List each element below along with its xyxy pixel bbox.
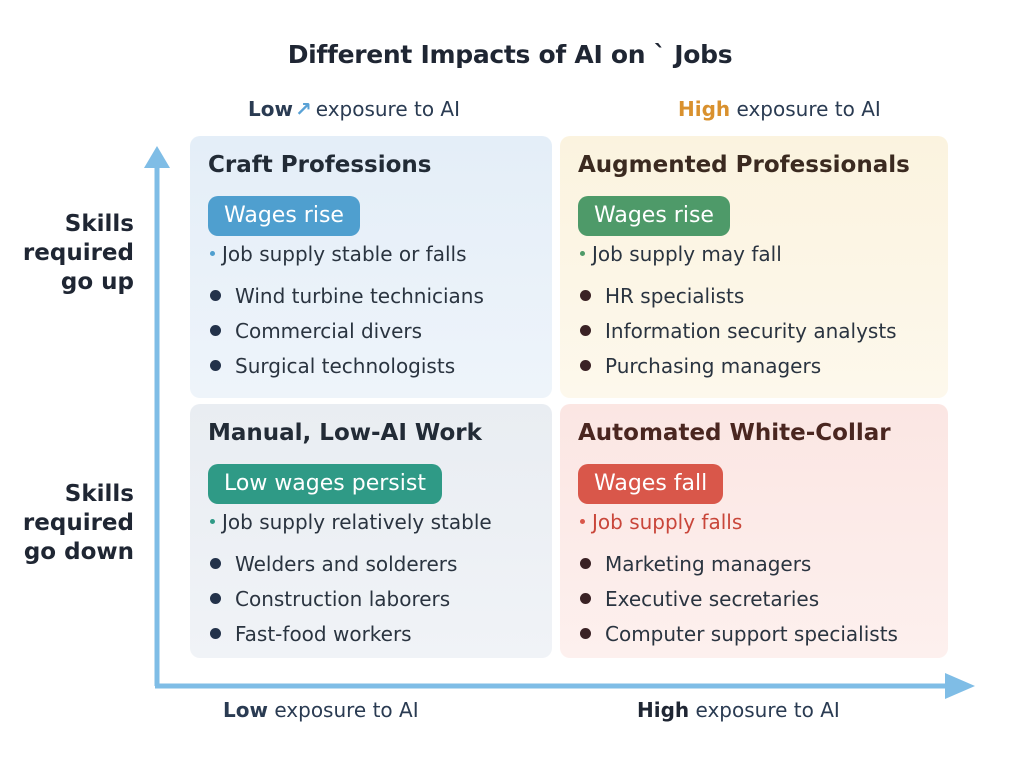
list-item: Welders and solderers [210, 550, 457, 585]
bullet-icon [580, 290, 591, 301]
list-item: Information security analysts [580, 317, 897, 352]
job-supply-text: Job supply relatively stable [222, 510, 492, 534]
job-list: Wind turbine technicians Commercial dive… [210, 282, 484, 387]
right-arrow-icon [945, 673, 975, 699]
list-item: Construction laborers [210, 585, 457, 620]
list-item: Surgical technologists [210, 352, 484, 387]
bullet-icon [580, 628, 591, 639]
list-item-text: Welders and solderers [235, 552, 458, 576]
list-item-text: Executive secretaries [605, 587, 820, 611]
top-axis-low-label: Low ↗ exposure to AI [248, 97, 460, 121]
bottom-axis-low-strong: Low [223, 698, 268, 722]
job-supply-text: Job supply stable or falls [222, 242, 467, 266]
side-down-line-3: go down [23, 539, 134, 565]
list-item-text: Computer support specialists [605, 622, 898, 646]
list-item-text: Marketing managers [605, 552, 812, 576]
list-item-text: Commercial divers [235, 319, 423, 343]
job-supply-note: Job supply stable or falls [210, 242, 467, 266]
job-supply-text: Job supply falls [592, 510, 743, 534]
list-item-text: Purchasing managers [605, 354, 822, 378]
job-supply-note: Job supply relatively stable [210, 510, 492, 534]
list-item: Commercial divers [210, 317, 484, 352]
bullet-icon [210, 360, 221, 371]
bullet-icon [210, 325, 221, 336]
bullet-icon [580, 325, 591, 336]
list-item-text: Fast-food workers [235, 622, 412, 646]
list-item: Wind turbine technicians [210, 282, 484, 317]
quadrant-title: Craft Professions [208, 152, 432, 178]
small-dot-icon [580, 519, 585, 524]
list-item: Executive secretaries [580, 585, 898, 620]
list-item-text: Construction laborers [235, 587, 451, 611]
bullet-icon [580, 360, 591, 371]
side-up-line-1: Skills [64, 211, 134, 237]
bottom-axis-low-label: Low exposure to AI [223, 698, 419, 722]
wage-badge: Wages rise [578, 196, 730, 236]
wage-badge: Wages fall [578, 464, 724, 504]
job-supply-note: Job supply may fall [580, 242, 782, 266]
bullet-icon [210, 290, 221, 301]
job-supply-text: Job supply may fall [592, 242, 782, 266]
bullet-icon [580, 593, 591, 604]
small-dot-icon [210, 519, 215, 524]
side-up-line-3: go up [60, 269, 134, 295]
side-down-line-1: Skills [64, 481, 134, 507]
quadrant-title: Automated White-Collar [578, 420, 891, 446]
quadrant-augmented-professionals: Augmented Professionals Wages rise Job s… [560, 136, 948, 398]
bullet-icon [210, 593, 221, 604]
side-label-skills-down: Skills required go down [14, 480, 134, 567]
wage-badge: Wages rise [208, 196, 360, 236]
diagram-title: Different Impacts of AI on ` Jobs [287, 40, 733, 69]
job-list: Welders and solderers Construction labor… [210, 550, 457, 655]
quadrant-manual-low-ai-work: Manual, Low-AI Work Low wages persist Jo… [190, 404, 552, 658]
job-list: HR specialists Information security anal… [580, 282, 897, 387]
bottom-axis-high-label: High exposure to AI [637, 698, 840, 722]
quadrant-automated-white-collar: Automated White-Collar Wages fall Job su… [560, 404, 948, 658]
bullet-icon [210, 558, 221, 569]
quadrant-craft-professions: Craft Professions Wages rise Job supply … [190, 136, 552, 398]
wage-badge: Low wages persist [208, 464, 442, 504]
quadrant-title: Manual, Low-AI Work [208, 420, 482, 446]
list-item-text: Wind turbine technicians [235, 284, 484, 308]
list-item: HR specialists [580, 282, 897, 317]
list-item: Purchasing managers [580, 352, 897, 387]
job-list: Marketing managers Executive secretaries… [580, 550, 898, 655]
list-item-text: HR specialists [605, 284, 745, 308]
list-item: Fast-food workers [210, 620, 457, 655]
bottom-axis-high-strong: High [637, 698, 690, 722]
list-item: Marketing managers [580, 550, 898, 585]
list-item: Computer support specialists [580, 620, 898, 655]
bottom-axis-low-rest: exposure to AI [274, 698, 419, 722]
small-dot-icon [580, 251, 585, 256]
small-dot-icon [210, 251, 215, 256]
sparkle-arrow-icon: ↗ [294, 97, 312, 121]
top-axis-low-strong: Low [248, 97, 293, 121]
side-label-skills-up: Skills required go up [14, 210, 134, 297]
list-item-text: Information security analysts [605, 319, 897, 343]
bottom-axis-high-rest: exposure to AI [695, 698, 840, 722]
bullet-icon [580, 558, 591, 569]
top-axis-high-label: High exposure to AI [678, 97, 881, 121]
top-axis-high-rest: exposure to AI [736, 97, 881, 121]
bullet-icon [210, 628, 221, 639]
top-axis-low-rest: exposure to AI [315, 97, 461, 121]
side-up-line-2: required [22, 240, 134, 266]
up-arrow-icon [144, 146, 170, 168]
side-down-line-2: required [22, 510, 134, 536]
top-axis-high-strong: High [678, 97, 731, 121]
list-item-text: Surgical technologists [235, 354, 456, 378]
job-supply-note: Job supply falls [580, 510, 742, 534]
quadrant-title: Augmented Professionals [578, 152, 910, 178]
